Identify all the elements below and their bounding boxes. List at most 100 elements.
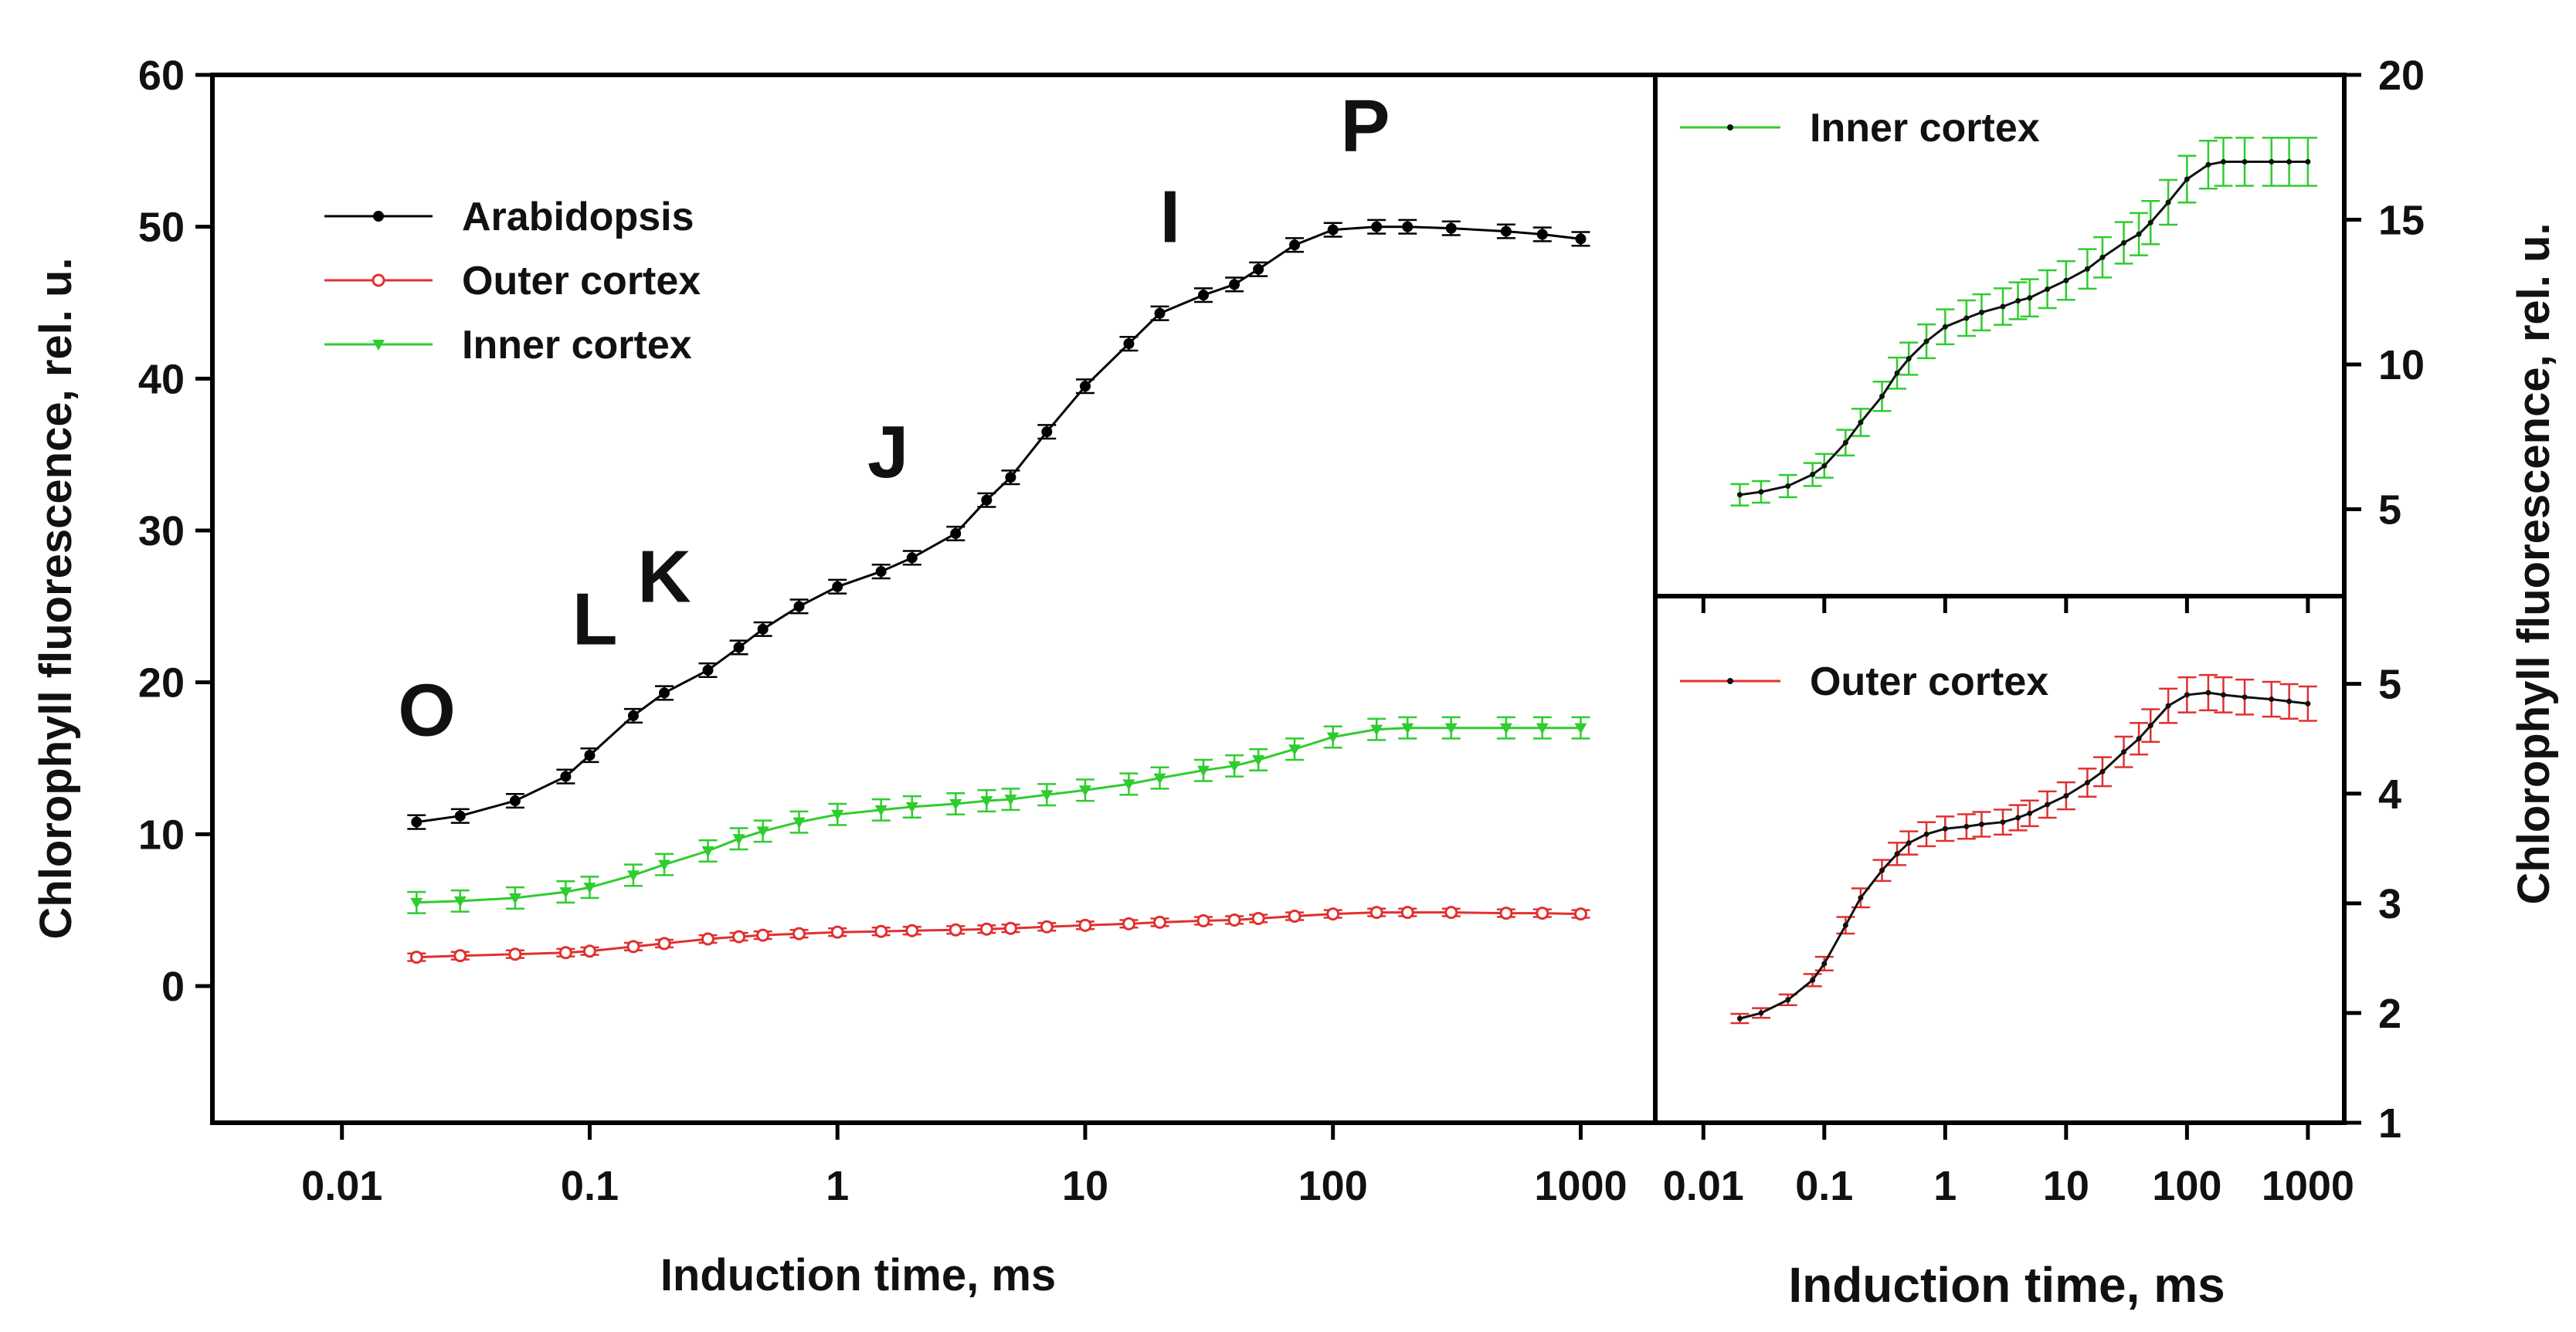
main-axes-layer: 0.01 0.1 1 10 100 1000 0 10 20 30 40 50 60	[138, 53, 1627, 1209]
data-point	[658, 859, 671, 871]
legend-label: Inner cortex	[1810, 106, 2040, 151]
outer-x-tick-label: 100	[2152, 1163, 2221, 1209]
data-point	[1906, 356, 1912, 361]
legend-marker	[373, 211, 384, 222]
inner-series-layer	[1730, 137, 2317, 507]
data-point	[1942, 324, 1948, 330]
data-point	[2136, 736, 2142, 742]
data-point	[583, 883, 596, 894]
data-point	[2220, 692, 2226, 698]
main-x-tick-label: 0.01	[301, 1163, 382, 1209]
data-point	[2205, 161, 2211, 168]
data-point	[702, 664, 714, 676]
data-point	[2045, 802, 2051, 808]
data-point	[1445, 222, 1457, 234]
phase-label-P: P	[1340, 84, 1390, 167]
data-point	[756, 928, 770, 942]
data-point	[1499, 723, 1512, 734]
data-point	[1858, 895, 1864, 901]
data-point	[1842, 439, 1848, 446]
outer-x-tick-label: 1	[1933, 1163, 1957, 1209]
inset-x-axis-title: Induction time, ms	[1788, 1257, 2225, 1313]
data-point	[1810, 977, 1816, 983]
data-point	[950, 527, 962, 539]
series-line	[1739, 161, 2308, 497]
data-point	[1154, 307, 1166, 319]
data-point	[1122, 779, 1135, 791]
legend-marker	[372, 340, 385, 351]
data-point	[1923, 338, 1929, 344]
data-point	[2121, 749, 2127, 755]
data-point	[874, 924, 888, 938]
data-point	[2015, 815, 2021, 821]
phase-label-K: K	[637, 535, 691, 618]
data-point	[560, 771, 572, 782]
data-point	[1003, 921, 1017, 935]
main-y-axis-title: Chlorophyll fluorescence, rel. u.	[31, 257, 81, 939]
data-point	[1785, 997, 1791, 1003]
outer-y-tick-label: 3	[2378, 881, 2401, 927]
data-point	[1536, 723, 1549, 734]
data-point	[508, 947, 522, 961]
data-point	[2286, 159, 2293, 164]
data-point	[1040, 920, 1054, 934]
data-point	[1736, 1015, 1743, 1022]
data-point	[979, 922, 993, 936]
data-point	[1894, 370, 1900, 376]
data-point	[2269, 159, 2275, 164]
data-point	[1326, 732, 1339, 744]
data-point	[1879, 393, 1885, 399]
legend-label: Outer cortex	[1810, 659, 2048, 704]
data-point	[1963, 315, 1970, 321]
data-point	[1123, 338, 1135, 350]
data-point	[1536, 907, 1549, 920]
main-legend: Arabidopsis Outer cortex Inner cortex	[324, 195, 701, 368]
data-point	[1253, 263, 1264, 275]
main-panel: 0.01 0.1 1 10 100 1000 0 10 20 30 40 50 60 O LK J I P Ar…	[31, 53, 1658, 1300]
main-y-tick-label: 40	[138, 356, 185, 402]
data-point	[1942, 825, 1948, 832]
main-series-layer	[407, 219, 1590, 964]
data-point	[2269, 697, 2275, 703]
data-point	[1400, 906, 1414, 920]
data-point	[1228, 761, 1241, 772]
data-point	[1289, 239, 1301, 251]
data-point	[1499, 907, 1513, 920]
data-point	[2165, 703, 2171, 709]
data-point	[2136, 231, 2142, 237]
data-point	[792, 927, 806, 941]
data-point	[411, 816, 423, 828]
data-point	[659, 687, 670, 699]
data-point	[1978, 310, 1984, 315]
data-point	[2165, 199, 2171, 205]
outer-x-tick-label: 0.1	[1795, 1163, 1853, 1209]
data-point	[627, 710, 639, 721]
data-point	[453, 949, 467, 963]
data-point	[792, 817, 806, 829]
data-point	[2000, 303, 2006, 310]
data-point	[2084, 266, 2090, 272]
inner-cortex-panel: 5 10 15 20 Inner cortex	[1653, 53, 2425, 613]
data-point	[2015, 298, 2021, 303]
data-point	[626, 940, 640, 954]
data-point	[1444, 906, 1458, 920]
data-point	[558, 946, 572, 960]
outer-y-tick-label: 2	[2378, 991, 2401, 1037]
data-point	[1288, 744, 1302, 756]
data-point	[508, 893, 521, 904]
data-point	[2205, 690, 2211, 696]
data-point	[1906, 840, 1912, 846]
data-point	[1978, 822, 1984, 828]
outer-y-tick-label: 1	[2378, 1100, 2401, 1147]
main-y-tick-label: 50	[138, 205, 185, 251]
series-line	[416, 727, 1581, 904]
data-point	[1500, 225, 1512, 237]
data-point	[2305, 159, 2311, 164]
data-point	[1197, 290, 1209, 301]
data-point	[1078, 918, 1092, 932]
data-point	[1078, 785, 1091, 797]
data-point	[905, 924, 919, 937]
data-point	[980, 796, 993, 808]
data-point	[2099, 768, 2106, 774]
